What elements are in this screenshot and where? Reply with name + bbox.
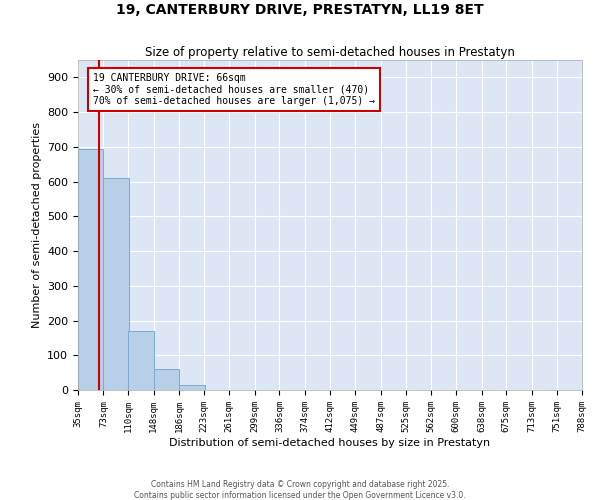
X-axis label: Distribution of semi-detached houses by size in Prestatyn: Distribution of semi-detached houses by … bbox=[169, 438, 491, 448]
Text: 19, CANTERBURY DRIVE, PRESTATYN, LL19 8ET: 19, CANTERBURY DRIVE, PRESTATYN, LL19 8E… bbox=[116, 2, 484, 16]
Bar bbox=[154, 369, 179, 390]
Bar bbox=[103, 178, 129, 390]
Bar bbox=[179, 385, 205, 390]
Bar bbox=[78, 148, 103, 390]
Text: Contains HM Land Registry data © Crown copyright and database right 2025.
Contai: Contains HM Land Registry data © Crown c… bbox=[134, 480, 466, 500]
Y-axis label: Number of semi-detached properties: Number of semi-detached properties bbox=[32, 122, 41, 328]
Title: Size of property relative to semi-detached houses in Prestatyn: Size of property relative to semi-detach… bbox=[145, 46, 515, 59]
Text: 19 CANTERBURY DRIVE: 66sqm
← 30% of semi-detached houses are smaller (470)
70% o: 19 CANTERBURY DRIVE: 66sqm ← 30% of semi… bbox=[93, 73, 375, 106]
Bar bbox=[128, 331, 154, 390]
